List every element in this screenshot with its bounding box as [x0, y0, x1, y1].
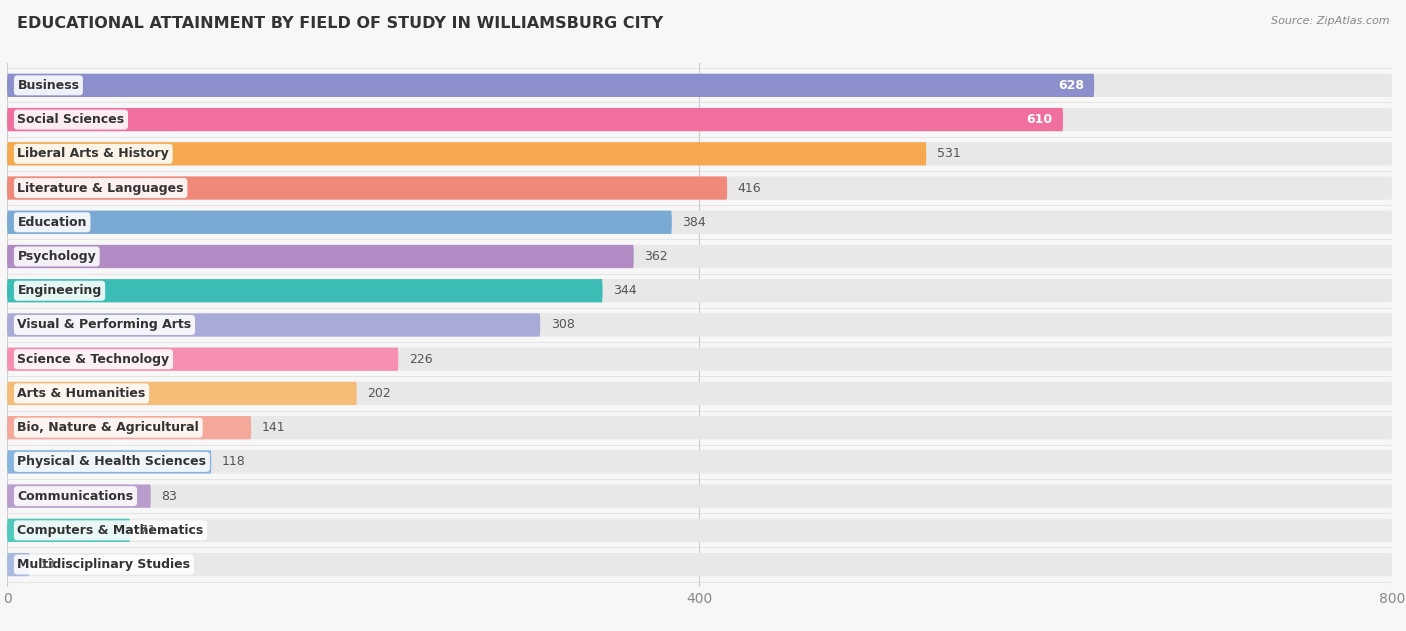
FancyBboxPatch shape [7, 553, 30, 576]
FancyBboxPatch shape [7, 382, 1392, 405]
Text: 384: 384 [682, 216, 706, 229]
FancyBboxPatch shape [7, 245, 634, 268]
Text: 628: 628 [1057, 79, 1084, 92]
FancyBboxPatch shape [7, 348, 398, 371]
Text: 83: 83 [162, 490, 177, 503]
FancyBboxPatch shape [7, 314, 540, 336]
Text: EDUCATIONAL ATTAINMENT BY FIELD OF STUDY IN WILLIAMSBURG CITY: EDUCATIONAL ATTAINMENT BY FIELD OF STUDY… [17, 16, 664, 31]
Text: Science & Technology: Science & Technology [17, 353, 170, 366]
Text: Arts & Humanities: Arts & Humanities [17, 387, 146, 400]
FancyBboxPatch shape [7, 451, 211, 473]
FancyBboxPatch shape [7, 451, 1392, 473]
Text: Education: Education [17, 216, 87, 229]
Text: Liberal Arts & History: Liberal Arts & History [17, 147, 169, 160]
FancyBboxPatch shape [7, 519, 1392, 542]
Text: 416: 416 [738, 182, 761, 194]
Text: 531: 531 [936, 147, 960, 160]
FancyBboxPatch shape [7, 108, 1063, 131]
Text: 610: 610 [1026, 113, 1053, 126]
Text: 362: 362 [644, 250, 668, 263]
FancyBboxPatch shape [7, 279, 603, 302]
FancyBboxPatch shape [7, 245, 1392, 268]
FancyBboxPatch shape [7, 211, 1392, 234]
FancyBboxPatch shape [7, 177, 727, 199]
Text: 13: 13 [39, 558, 56, 571]
Text: Communications: Communications [17, 490, 134, 503]
Text: 71: 71 [141, 524, 156, 537]
Text: Computers & Mathematics: Computers & Mathematics [17, 524, 204, 537]
Text: Social Sciences: Social Sciences [17, 113, 125, 126]
FancyBboxPatch shape [7, 416, 252, 439]
FancyBboxPatch shape [7, 74, 1392, 97]
FancyBboxPatch shape [7, 142, 927, 165]
FancyBboxPatch shape [7, 211, 672, 234]
FancyBboxPatch shape [7, 485, 150, 508]
Text: 344: 344 [613, 284, 637, 297]
FancyBboxPatch shape [7, 553, 1392, 576]
Text: 141: 141 [262, 421, 285, 434]
Text: 226: 226 [409, 353, 432, 366]
FancyBboxPatch shape [7, 142, 1392, 165]
FancyBboxPatch shape [7, 177, 1392, 199]
Text: Bio, Nature & Agricultural: Bio, Nature & Agricultural [17, 421, 200, 434]
Text: Literature & Languages: Literature & Languages [17, 182, 184, 194]
FancyBboxPatch shape [7, 519, 129, 542]
FancyBboxPatch shape [7, 485, 1392, 508]
Text: 308: 308 [551, 319, 575, 331]
Text: Business: Business [17, 79, 79, 92]
Text: Engineering: Engineering [17, 284, 101, 297]
FancyBboxPatch shape [7, 348, 1392, 371]
FancyBboxPatch shape [7, 279, 1392, 302]
Text: 202: 202 [367, 387, 391, 400]
Text: Physical & Health Sciences: Physical & Health Sciences [17, 456, 207, 468]
FancyBboxPatch shape [7, 382, 357, 405]
FancyBboxPatch shape [7, 74, 1094, 97]
Text: Visual & Performing Arts: Visual & Performing Arts [17, 319, 191, 331]
FancyBboxPatch shape [7, 416, 1392, 439]
Text: Source: ZipAtlas.com: Source: ZipAtlas.com [1271, 16, 1389, 26]
FancyBboxPatch shape [7, 108, 1392, 131]
FancyBboxPatch shape [7, 314, 1392, 336]
Text: 118: 118 [222, 456, 246, 468]
Text: Multidisciplinary Studies: Multidisciplinary Studies [17, 558, 190, 571]
Text: Psychology: Psychology [17, 250, 96, 263]
